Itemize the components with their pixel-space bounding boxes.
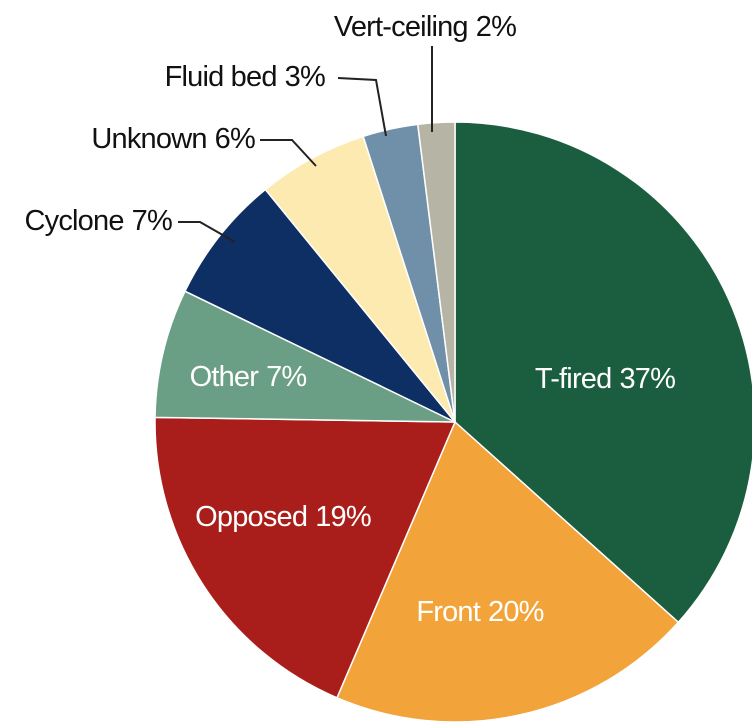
category-label: Fluid bed [165, 61, 277, 93]
category-label: T-fired [535, 363, 612, 395]
category-label: Vert-ceiling [334, 11, 468, 43]
value-label: 7% [132, 205, 172, 237]
category-label: Unknown [91, 123, 206, 155]
value-label: 7% [266, 361, 306, 393]
slice-label: Opposed 19% [195, 501, 371, 533]
pie-slice [154, 290, 456, 423]
value-label: 2% [476, 11, 516, 43]
leader-line [260, 139, 317, 167]
category-label: Front [416, 596, 480, 628]
value-label: 37% [619, 363, 675, 395]
pie-slice [416, 121, 456, 423]
leader-lines [178, 46, 433, 243]
labels: T-fired 37%Front 20%Opposed 19%Other 7%Cyclo… [25, 11, 676, 628]
value-label: 19% [315, 501, 371, 533]
slice-label: Other 7% [190, 361, 307, 393]
category-label: Cyclone [25, 205, 124, 237]
slice-label: Unknown 6% [91, 123, 255, 155]
pie-slice [154, 416, 457, 699]
leader-line [178, 221, 236, 243]
category-label: Other [190, 361, 260, 393]
value-label: 3% [285, 61, 325, 93]
pie-slice [454, 121, 752, 624]
category-label: Opposed [195, 501, 307, 533]
slice-label: Cyclone 7% [25, 205, 173, 237]
slice-label: T-fired 37% [535, 363, 675, 395]
slice-label: Front 20% [416, 596, 543, 628]
value-label: 6% [215, 123, 255, 155]
value-label: 20% [488, 596, 544, 628]
pie-slice [335, 420, 680, 723]
pie-slice [183, 188, 456, 423]
slice-label: Vert-ceiling 2% [334, 11, 516, 43]
leader-line [337, 77, 387, 137]
slice-label: Fluid bed 3% [165, 61, 325, 93]
pie [154, 121, 752, 723]
